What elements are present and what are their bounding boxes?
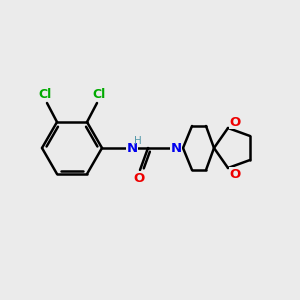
Text: N: N [126, 142, 138, 154]
Text: O: O [230, 116, 241, 128]
Text: O: O [134, 172, 145, 184]
Text: N: N [170, 142, 182, 154]
Text: H: H [134, 136, 141, 146]
Text: Cl: Cl [38, 88, 52, 100]
Text: Cl: Cl [92, 88, 106, 100]
Text: O: O [230, 167, 241, 181]
